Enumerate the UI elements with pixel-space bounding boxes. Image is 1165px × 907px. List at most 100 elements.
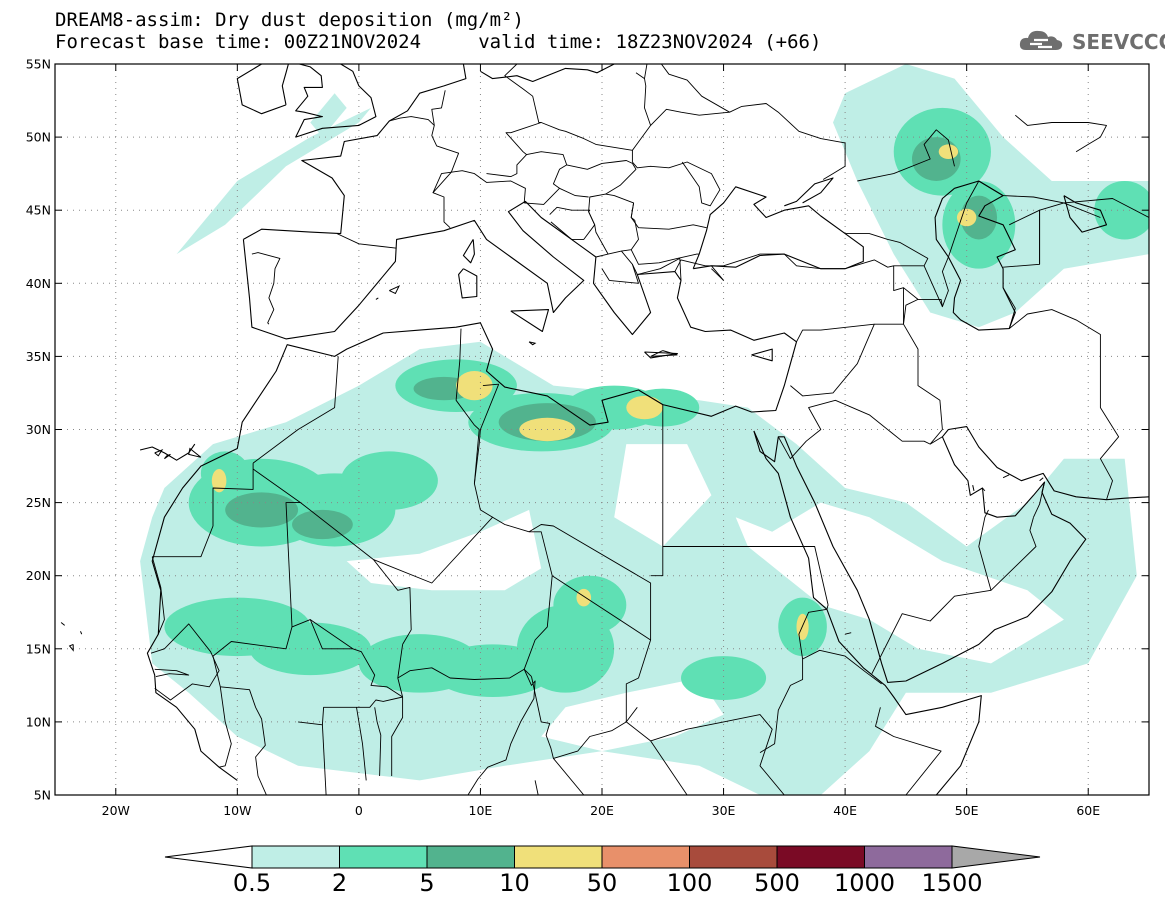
border-line [871, 517, 1037, 674]
x-tick-label: 20E [590, 803, 614, 818]
island-outline [80, 631, 83, 635]
border-line [152, 463, 254, 558]
border-line [432, 170, 526, 229]
dust-region [310, 93, 347, 138]
coastline [295, 64, 377, 138]
border-line [875, 707, 942, 795]
border-line [588, 193, 639, 255]
border-line [650, 108, 730, 126]
coastline [139, 443, 196, 461]
coastlines [60, 64, 1149, 795]
border-line [150, 623, 220, 701]
coastline [236, 64, 289, 115]
border-line [374, 707, 382, 777]
border-line [630, 249, 700, 265]
border-line [432, 171, 452, 193]
island-outline [972, 484, 975, 492]
island-outline [164, 453, 171, 460]
border-line [802, 649, 882, 685]
border-line [674, 253, 904, 325]
dust-cell [340, 451, 438, 510]
x-tick-label: 50E [955, 803, 979, 818]
logo: SEEVCCC [1018, 26, 1165, 58]
dust-region [176, 93, 384, 255]
colorbar-label: 100 [666, 869, 713, 897]
y-tick-label: 5N [34, 788, 51, 803]
dust-cell [960, 195, 998, 240]
border-line [389, 116, 460, 173]
border-line [431, 90, 446, 126]
border-line [631, 150, 721, 207]
colorbar-segment [776, 845, 865, 869]
border-line [251, 252, 281, 325]
dust-cell [626, 395, 663, 420]
coastline [1063, 195, 1108, 233]
coastline [458, 268, 478, 299]
colorbar-label: 2 [331, 869, 348, 897]
colorbar-segment [689, 845, 778, 869]
coastline [751, 348, 773, 362]
island-outline [528, 341, 537, 346]
colorbar [164, 845, 1041, 869]
border-line [291, 619, 404, 698]
dust-cell [249, 622, 372, 676]
border-line [1008, 309, 1120, 500]
border-line [252, 356, 339, 464]
dust-cell [956, 208, 977, 227]
x-tick-label: 20W [102, 803, 130, 818]
border-line [644, 64, 846, 180]
coastline [753, 426, 1149, 683]
island-outline [154, 448, 164, 457]
y-tick-label: 10N [26, 714, 51, 729]
cloud-icon [1018, 26, 1068, 58]
border-line [631, 257, 682, 281]
colorbar-under-arrow [164, 845, 253, 869]
dust-cell [681, 656, 767, 700]
border-line [551, 575, 651, 641]
border-line [298, 696, 403, 726]
y-tick-label: 15N [26, 641, 51, 656]
colorbar-segment [601, 845, 690, 869]
border-line [218, 686, 232, 768]
coastline [462, 239, 475, 264]
border-line [903, 287, 943, 307]
island-outline [1039, 477, 1044, 482]
logo-text: SEEVCCC [1072, 30, 1165, 54]
border-line [650, 714, 785, 795]
border-line [220, 686, 267, 795]
border-line [523, 531, 553, 677]
border-line [650, 546, 664, 577]
dust-cell [938, 144, 959, 160]
island-outline [650, 350, 678, 357]
colorbar-label: 1000 [833, 869, 896, 897]
border-line [711, 268, 724, 281]
dust-cell [225, 492, 299, 528]
colorbar-label: 10 [499, 869, 530, 897]
border-line [923, 256, 949, 308]
colorbar-label: 0.5 [232, 869, 272, 897]
coastline [753, 430, 982, 795]
coastline [692, 186, 864, 270]
border-line [310, 619, 354, 650]
x-tick-label: 0 [355, 803, 363, 818]
coastline [146, 200, 798, 781]
y-tick-label: 30N [26, 422, 51, 437]
border-line [455, 328, 493, 518]
island-outline [68, 643, 74, 652]
border-line [154, 668, 190, 678]
colorbar-over-arrow [951, 845, 1041, 869]
axis-ticks: 20W 10W 0 10E 20E 30E 40E 50E 60E 55N 50N 45N 40N 35N… [26, 57, 1149, 818]
colorbar-label: 1500 [921, 869, 983, 897]
dust-cell [911, 137, 961, 181]
island-outline [844, 632, 852, 635]
dust-cell [576, 588, 592, 607]
border-line [151, 556, 165, 635]
dust-cell [211, 468, 227, 493]
border-line [929, 436, 943, 445]
border-line [356, 707, 367, 781]
coastline [295, 64, 323, 138]
island-outline [188, 447, 202, 458]
y-tick-label: 40N [26, 276, 51, 291]
border-line [630, 202, 707, 230]
